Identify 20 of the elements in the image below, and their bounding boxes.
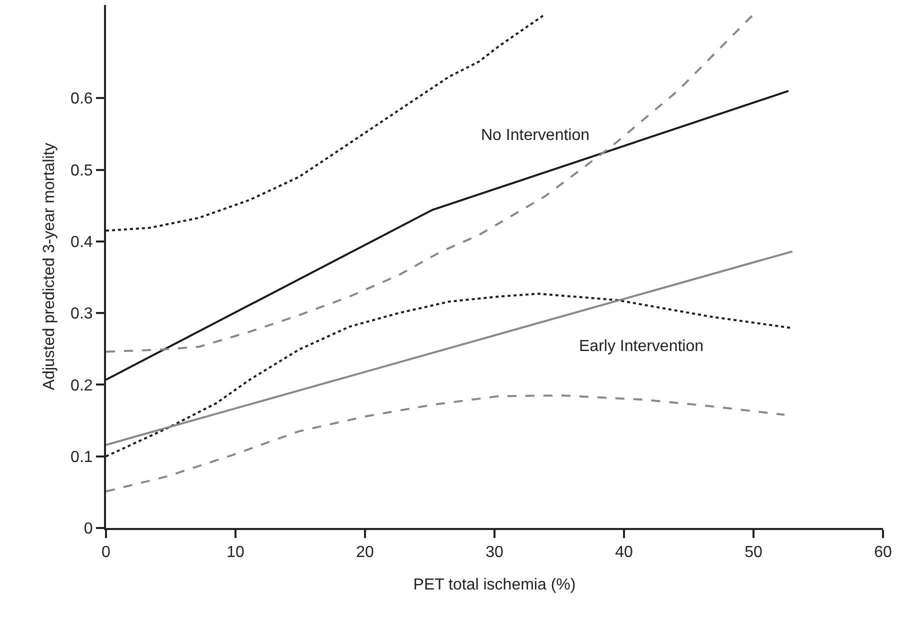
y-tick-label: 0.6 xyxy=(70,90,93,108)
x-tick-label: 30 xyxy=(486,544,504,562)
series-label: Early Intervention xyxy=(579,338,704,355)
y-tick-label: 0.1 xyxy=(70,448,93,466)
y-tick-label: 0.5 xyxy=(70,162,93,180)
line-series xyxy=(106,394,786,492)
y-tick-label: 0 xyxy=(84,520,93,538)
y-tick-label: 0.3 xyxy=(70,306,93,323)
series-label: No Intervention xyxy=(481,127,590,144)
x-tick-label: 10 xyxy=(226,544,244,562)
x-tick-label: 20 xyxy=(356,544,374,562)
x-axis-title: PET total ischemia (%) xyxy=(413,576,576,594)
y-axis-title: Adjusted predicted 3-year mortality xyxy=(40,142,58,390)
x-tick-label: 60 xyxy=(874,544,892,562)
line-series xyxy=(106,13,754,353)
y-tick-label: 0.4 xyxy=(70,234,93,252)
x-tick-label: 40 xyxy=(615,544,633,562)
y-tick-label: 0.2 xyxy=(70,377,93,394)
x-tick-label: 50 xyxy=(744,544,762,562)
x-tick-label: 0 xyxy=(102,544,111,562)
